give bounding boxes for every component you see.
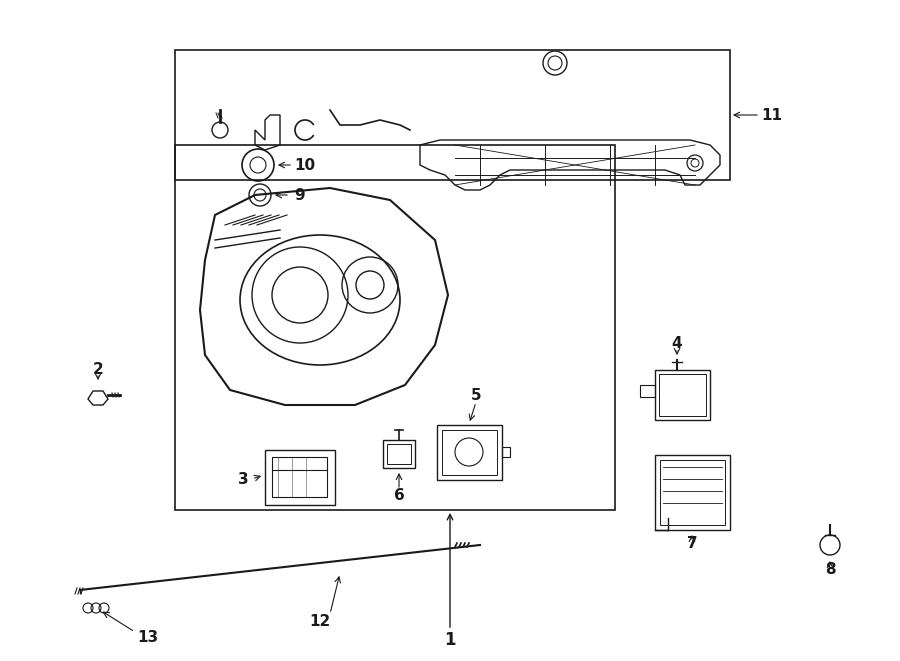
Bar (659, 374, 706, 416)
Text: 13: 13 (138, 629, 158, 644)
Bar (265, 450, 335, 505)
Bar (502, 447, 510, 457)
Text: 5: 5 (471, 387, 482, 403)
Text: 12: 12 (310, 615, 330, 629)
Bar (442, 430, 497, 475)
Text: 6: 6 (393, 488, 404, 504)
Text: 1: 1 (445, 631, 455, 649)
Bar (640, 385, 655, 397)
Text: 9: 9 (294, 188, 305, 202)
Bar (655, 455, 730, 530)
Text: 4: 4 (671, 336, 682, 352)
Text: 10: 10 (294, 157, 316, 173)
Bar (437, 425, 502, 480)
Bar (387, 444, 411, 464)
Text: 7: 7 (687, 537, 698, 551)
Text: 8: 8 (824, 563, 835, 578)
Bar (175, 50, 730, 180)
Bar (383, 440, 415, 468)
Bar (175, 145, 615, 510)
Bar (660, 460, 725, 525)
Text: 2: 2 (93, 362, 104, 377)
Text: 3: 3 (238, 471, 248, 486)
Bar (272, 457, 327, 497)
Bar (655, 370, 710, 420)
Text: 11: 11 (761, 108, 782, 122)
